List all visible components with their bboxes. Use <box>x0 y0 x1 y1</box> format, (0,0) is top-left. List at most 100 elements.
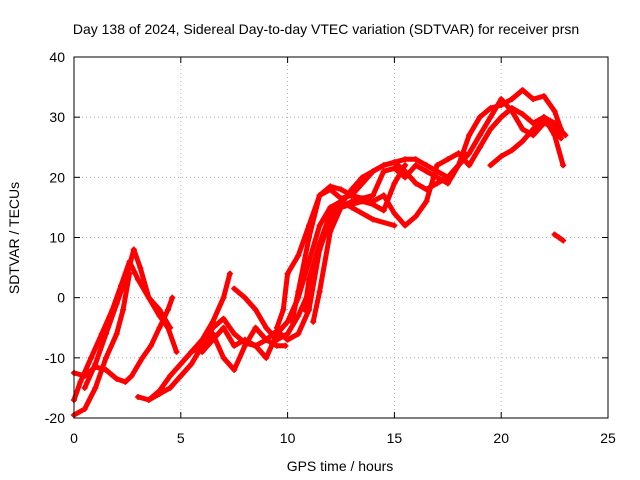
data-point <box>487 162 494 169</box>
data-point <box>282 342 289 349</box>
data-point <box>391 165 398 172</box>
data-point <box>508 96 515 103</box>
data-point <box>412 156 419 163</box>
data-point <box>560 237 567 244</box>
data-point <box>370 198 377 205</box>
data-point <box>92 360 99 367</box>
data-point <box>551 108 558 115</box>
data-point <box>288 318 295 325</box>
data-point <box>284 330 291 337</box>
data-point <box>327 186 334 193</box>
data-point <box>476 132 483 139</box>
data-point <box>540 114 547 121</box>
data-point <box>562 132 569 139</box>
data-point <box>402 222 409 229</box>
data-point <box>487 126 494 133</box>
axis-ticks: 0 5 10 15 20 25 -20 -10 0 10 20 30 40 <box>45 49 616 446</box>
data-point <box>263 324 270 331</box>
data-point <box>327 210 334 217</box>
data-point <box>487 105 494 112</box>
series-track-14 <box>487 114 569 169</box>
data-point <box>145 396 152 403</box>
x-tick-label: 20 <box>493 430 509 446</box>
data-point <box>147 342 154 349</box>
series-line-track-13 <box>310 150 468 325</box>
y-tick-label: 0 <box>57 290 65 306</box>
data-point <box>402 174 409 181</box>
data-point <box>164 306 171 313</box>
data-point <box>316 288 323 295</box>
data-point <box>295 330 302 337</box>
data-point <box>81 405 88 412</box>
data-point <box>560 162 567 169</box>
data-point <box>530 96 537 103</box>
data-point <box>273 324 280 331</box>
data-point <box>412 180 419 187</box>
data-point <box>519 111 526 118</box>
data-point <box>391 180 398 187</box>
data-point <box>231 285 238 292</box>
data-point <box>295 288 302 295</box>
data-point <box>551 120 558 127</box>
data-point <box>498 102 505 109</box>
data-point <box>316 222 323 229</box>
data-point <box>380 192 387 199</box>
data-point <box>220 315 227 322</box>
data-point <box>380 162 387 169</box>
series-track-12 <box>301 87 565 313</box>
series-track-13 <box>310 150 468 325</box>
x-axis-label: GPS time / hours <box>287 458 394 474</box>
data-point <box>103 354 110 361</box>
data-point <box>301 306 308 313</box>
data-point <box>455 162 462 169</box>
data-point <box>263 354 270 361</box>
data-point <box>370 216 377 223</box>
data-point <box>252 306 259 313</box>
data-point <box>135 276 142 283</box>
data-point <box>252 324 259 331</box>
x-tick-label: 5 <box>177 430 185 446</box>
x-tick-label: 0 <box>70 430 78 446</box>
data-point <box>402 168 409 175</box>
data-point <box>508 105 515 112</box>
data-point <box>113 330 120 337</box>
data-point <box>466 162 473 169</box>
data-point <box>139 354 146 361</box>
data-point <box>156 324 163 331</box>
data-point <box>130 246 137 253</box>
data-point <box>466 132 473 139</box>
y-tick-label: 20 <box>49 169 65 185</box>
data-point <box>169 294 176 301</box>
data-point <box>113 300 120 307</box>
data-point <box>434 168 441 175</box>
data-point <box>359 195 366 202</box>
data-point <box>199 348 206 355</box>
data-point <box>412 162 419 169</box>
data-point <box>338 186 344 193</box>
data-point <box>461 150 468 157</box>
data-point <box>540 93 547 100</box>
data-point <box>145 294 152 301</box>
data-point <box>273 336 280 343</box>
y-tick-label: -20 <box>45 410 65 426</box>
data-point <box>263 336 270 343</box>
data-point <box>156 312 163 319</box>
data-point <box>338 204 344 211</box>
data-point <box>92 384 99 391</box>
data-point <box>137 264 144 271</box>
data-point <box>487 114 494 121</box>
y-tick-label: 30 <box>49 109 65 125</box>
data-point <box>370 168 377 175</box>
series-line-track-12 <box>302 87 564 313</box>
data-point <box>226 270 233 277</box>
data-point <box>113 375 120 382</box>
data-point <box>305 276 312 283</box>
data-point <box>305 258 312 265</box>
data-point <box>241 342 248 349</box>
data-point <box>220 354 227 361</box>
data-point <box>164 324 171 331</box>
x-tick-label: 25 <box>600 430 616 446</box>
data-point <box>316 240 323 247</box>
data-point <box>530 132 537 139</box>
